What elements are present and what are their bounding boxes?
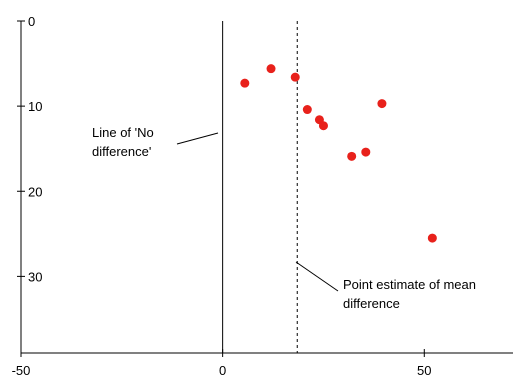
annotation-point-estimate-line-1: Point estimate of mean: [343, 277, 476, 292]
annotation-no-difference-line-2: difference': [92, 144, 151, 159]
data-point: [347, 151, 357, 161]
data-point: [240, 78, 250, 88]
data-point: [266, 64, 276, 74]
x-tick-label: 50: [417, 363, 431, 378]
y-tick-label: 10: [28, 99, 42, 114]
annotation-no-difference-line-1: Line of 'No: [92, 125, 154, 140]
data-point: [377, 99, 387, 109]
x-tick-label: -50: [12, 363, 31, 378]
y-tick-label: 30: [28, 269, 42, 284]
data-point: [427, 233, 437, 243]
y-tick-label: 20: [28, 184, 42, 199]
annotations-group: Line of 'No difference' Point estimate o…: [92, 125, 476, 311]
reference-lines-group: [222, 21, 298, 353]
data-point: [318, 121, 328, 131]
data-point: [302, 105, 312, 115]
x-tick-label: 0: [219, 363, 226, 378]
data-points-group: [240, 64, 437, 243]
annotation-point-estimate-line-2: difference: [343, 296, 400, 311]
y-tick-label: 0: [28, 14, 35, 29]
annotation-point-estimate-leader: [295, 261, 339, 292]
data-point: [361, 147, 371, 157]
annotation-no-difference-leader: [176, 132, 219, 145]
data-point: [290, 72, 300, 82]
axes-group: 0 10 20 30 -50 0 50: [12, 14, 513, 378]
